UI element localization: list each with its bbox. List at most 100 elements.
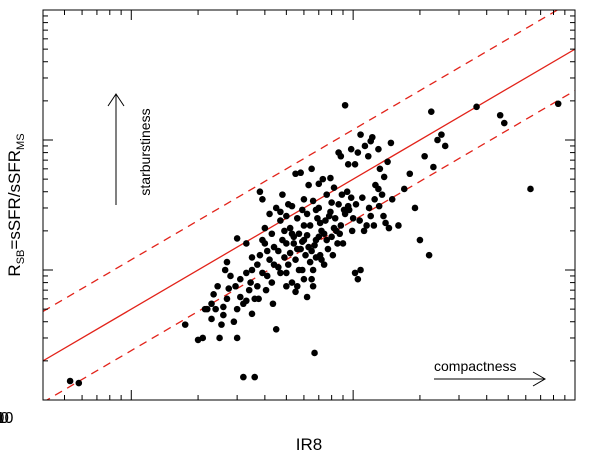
data-point-145 [275,247,282,255]
data-point-194 [247,279,254,286]
y-tick-label-2: 10 [20,0,38,4]
data-point-78 [349,214,357,222]
data-point-195 [255,295,262,303]
data-point-154 [322,217,329,224]
data-point-206 [293,214,301,222]
data-point-66 [323,236,331,244]
data-point-150 [300,236,308,244]
data-point-176 [283,240,290,247]
data-point-48 [292,256,299,264]
data-point-146 [281,227,288,235]
data-point-149 [295,230,303,238]
data-point-82 [359,194,366,201]
data-point-166 [375,202,383,210]
data-point-122 [323,191,331,198]
data-point-112 [279,191,286,198]
data-point-102 [427,108,435,116]
data-point-141 [367,137,375,145]
data-point-201 [309,266,317,274]
data-point-114 [292,170,299,178]
y-axis-label-eq: =sSFR/sSFR [5,150,24,250]
data-point-24 [233,235,241,242]
data-point-19 [245,286,253,294]
data-point-197 [269,300,277,308]
data-point-204 [283,212,290,220]
data-point-21 [233,334,241,342]
data-point-139 [384,158,391,166]
data-point-188 [199,334,207,342]
data-point-167 [380,212,387,220]
data-point-85 [371,195,378,203]
data-point-198 [283,282,290,290]
data-point-59 [309,282,317,290]
data-point-120 [315,180,323,188]
data-point-63 [315,233,323,241]
data-point-143 [261,240,269,247]
data-point-91 [395,222,402,229]
data-point-87 [378,191,386,198]
data-point-200 [300,275,308,283]
y-tick-label-1: 1 [29,0,38,4]
data-point-187 [334,240,341,247]
data-point-203 [277,208,284,216]
data-point-163 [360,227,368,235]
data-point-212 [338,191,346,198]
starburstiness-label: starburstiness [137,108,153,195]
data-point-97 [425,251,433,259]
data-point-36 [268,279,276,286]
data-point-88 [382,219,389,227]
data-point-11 [223,295,231,303]
data-point-68 [328,233,335,241]
data-point-94 [411,204,419,212]
data-point-202 [318,256,325,264]
data-point-147 [286,224,294,232]
data-point-108 [256,188,264,196]
data-point-22 [240,373,247,381]
data-point-2 [181,321,189,328]
data-point-159 [344,202,352,210]
data-point-30 [254,261,261,268]
data-point-209 [309,197,317,205]
data-point-137 [376,165,384,173]
data-point-123 [327,174,334,182]
data-point-109 [259,195,266,203]
data-point-65 [320,261,328,268]
data-point-49 [293,282,301,290]
data-point-131 [354,149,362,156]
y-tick-label-0: 0.1 [16,0,38,4]
data-point-25 [223,258,231,266]
data-point-174 [270,261,278,268]
data-point-55 [303,231,311,239]
data-point-177 [288,279,296,286]
data-point-13 [220,311,227,319]
data-point-162 [356,217,363,224]
data-point-179 [299,266,306,274]
data-point-165 [370,222,378,229]
relation-dashed-line-1 [43,10,559,312]
data-point-103 [473,103,480,111]
data-point-38 [272,325,280,333]
data-point-181 [308,247,315,255]
data-point-115 [297,169,304,177]
data-point-17 [236,293,244,301]
data-point-172 [259,269,266,277]
data-point-37 [270,243,278,251]
data-point-133 [361,142,369,150]
data-point-211 [328,199,335,206]
right-arrow-head [532,371,546,387]
data-point-189 [208,315,215,323]
data-point-130 [351,161,359,168]
data-point-53 [300,222,308,229]
data-point-72 [337,222,345,229]
data-point-105 [500,119,508,127]
data-point-164 [365,204,373,212]
data-point-79 [351,269,359,277]
data-point-184 [320,230,328,238]
data-point-26 [221,266,229,274]
data-point-47 [290,240,298,247]
x-tick-label-2: 100 [0,410,13,427]
data-point-100 [438,131,445,138]
data-point-84 [367,212,375,220]
data-point-15 [230,318,238,326]
data-point-57 [306,258,314,266]
